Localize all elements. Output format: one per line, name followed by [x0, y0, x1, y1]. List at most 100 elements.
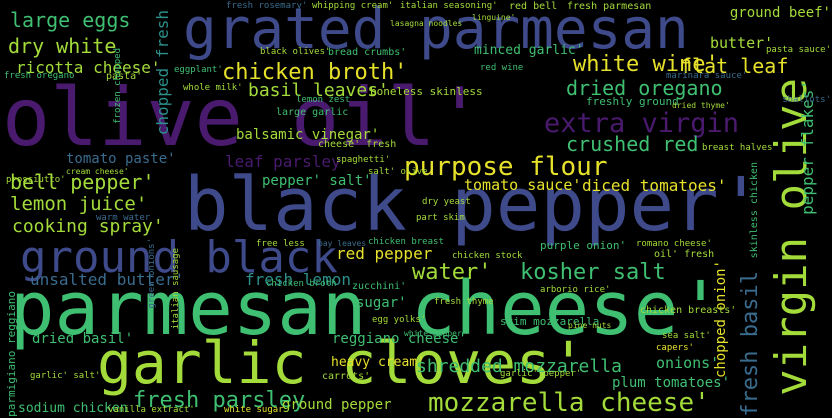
word: capers': [656, 343, 694, 353]
word: pine nuts: [568, 321, 612, 330]
word: ground pepper: [282, 397, 392, 413]
word: sugar': [356, 295, 407, 311]
word: vanilla extract': [108, 405, 195, 415]
word: mozzarella cheese': [428, 388, 710, 418]
word: onions': [656, 354, 720, 372]
word: butter': [710, 34, 774, 52]
word: purpose flour: [404, 152, 608, 182]
word: italian sausage: [171, 248, 181, 330]
word: shredded mozzarella: [416, 356, 622, 377]
word: italian seasoning': [400, 1, 498, 11]
word: fresh oregano: [4, 71, 75, 81]
word: heavy cream': [331, 355, 425, 370]
word: bell pepper': [10, 170, 155, 194]
word: chicken broth': [222, 60, 408, 85]
word: pasta': [106, 71, 143, 82]
word: spaghetti': [336, 155, 391, 165]
word: garlic' salt': [30, 371, 101, 381]
word: large garlic: [276, 107, 349, 118]
word: ricotta cheese': [16, 58, 161, 77]
word: sodium chicken: [18, 401, 128, 416]
word: fresh lemon: [245, 270, 351, 289]
word: chicken stock: [452, 251, 523, 261]
word: cream cheese': [66, 167, 129, 176]
word: fresh thyme: [434, 297, 494, 307]
word: carrots': [322, 371, 371, 382]
word: tomato paste': [66, 151, 176, 167]
word: fresh parsley: [133, 388, 306, 413]
word: green onions': [147, 238, 157, 309]
word: zucchini': [352, 281, 407, 292]
word: white sugar: [224, 405, 284, 415]
word: skim mozzarella: [500, 315, 600, 328]
word: warm water: [96, 213, 151, 223]
word: boneless skinless: [370, 85, 483, 98]
word: kosher salt: [520, 260, 666, 285]
word: red pepper: [336, 244, 433, 263]
word: white pepper: [404, 329, 462, 338]
word: balsamic vinegar': [236, 127, 380, 143]
word: dry yeast: [422, 197, 471, 207]
word: salt' olive: [368, 167, 428, 177]
word: marinara sauce': [666, 71, 748, 81]
word: garlic' pepper': [500, 369, 582, 379]
word: lemon zest: [296, 95, 351, 105]
word: extra virgin: [544, 108, 740, 139]
word: chopped fresh: [153, 10, 172, 136]
word: prosciutto': [6, 175, 66, 185]
word: pepper' salt': [262, 173, 372, 189]
word: lasagna noodles: [390, 19, 463, 28]
word: purple onion': [540, 239, 627, 252]
word: dried basil': [32, 331, 134, 347]
word: crushed red: [566, 132, 699, 156]
word: grated parmesan: [183, 0, 689, 62]
word: shallots': [782, 95, 831, 105]
word: parmesan cheese': [10, 266, 723, 352]
word: reggiano cheese': [332, 331, 467, 347]
word: bay leaves: [318, 239, 367, 248]
word: part skim: [416, 213, 465, 223]
word: oil' fresh: [654, 249, 715, 260]
word: chicken breast: [368, 237, 444, 247]
word: black pepper': [184, 162, 764, 248]
word: romano cheese': [636, 239, 712, 249]
word: diced tomatoes': [582, 176, 727, 195]
word: red bell: [509, 1, 558, 12]
word: frozen chopped: [113, 48, 123, 124]
word: ground beef': [729, 5, 831, 21]
word: olive oil': [2, 71, 484, 164]
word: freshly ground: [586, 95, 679, 108]
word: dried thyme': [672, 101, 730, 110]
word: ground black: [20, 232, 338, 283]
word: chicken broth: [266, 279, 337, 289]
word: parmigiano reggiano: [5, 291, 18, 417]
word: fresh parmesan: [567, 1, 652, 12]
word: basil leaves': [248, 80, 389, 101]
word: whipping cream': [312, 1, 394, 11]
word: egg yolks': [372, 315, 427, 325]
word: minced garlic': [474, 43, 584, 58]
word: skinless chicken: [749, 162, 760, 259]
word: white wine': [573, 52, 719, 77]
word: garlic cloves': [97, 329, 586, 397]
word: eggplant': [174, 65, 223, 75]
word: red wine: [480, 63, 524, 73]
word: chicken breasts': [640, 305, 737, 316]
word: breast halves: [702, 143, 773, 153]
word: cheese' fresh: [318, 139, 397, 150]
word: plum tomatoes': [612, 375, 731, 391]
word: cooking spray': [12, 216, 164, 237]
word: flat leaf: [680, 54, 789, 78]
word: linguine': [472, 13, 516, 22]
word: tomato sauce': [464, 176, 582, 194]
word: large eggs: [10, 8, 131, 32]
word: unsalted butter': [30, 270, 185, 289]
word: dried oregano: [566, 76, 723, 100]
word: bread crumbs': [328, 47, 407, 58]
word: whole milk': [183, 83, 243, 93]
word: black olives': [260, 47, 331, 57]
word: arborio rice': [540, 285, 611, 295]
word: leaf parsley: [225, 152, 341, 171]
word: fresh basil: [738, 271, 763, 417]
